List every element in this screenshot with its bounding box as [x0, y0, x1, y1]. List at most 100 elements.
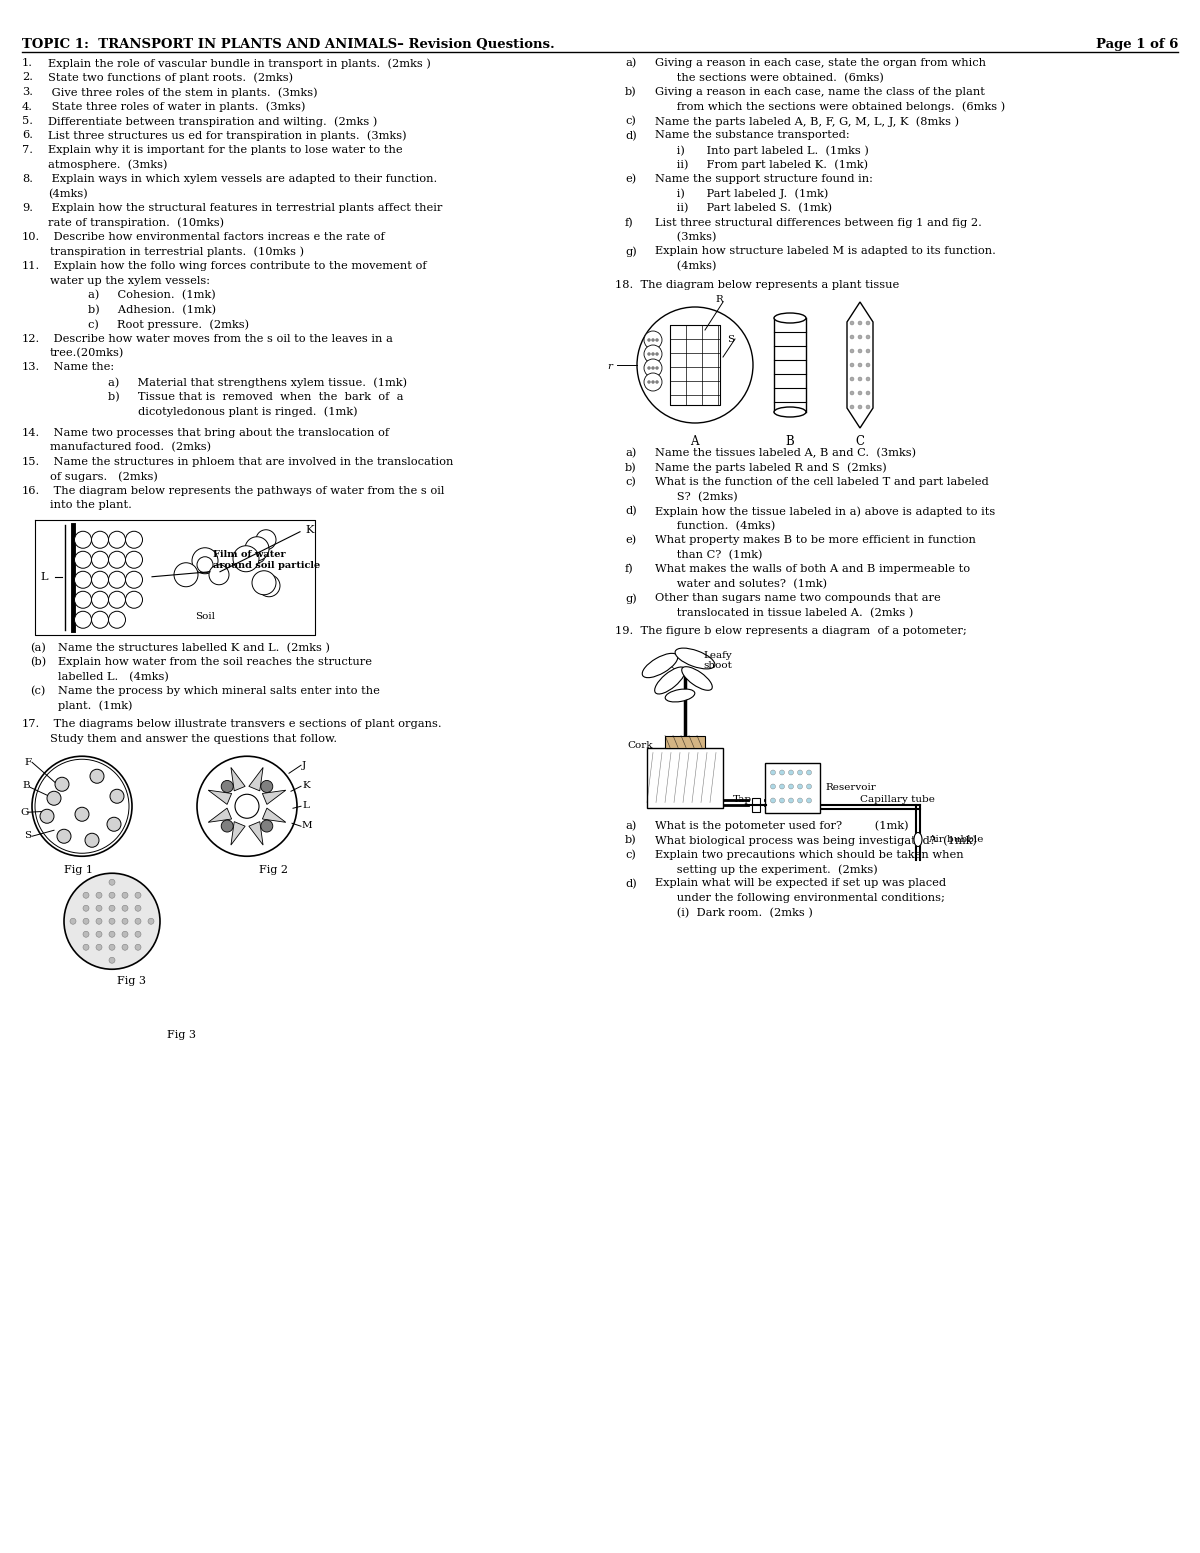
Text: Reservoir: Reservoir — [826, 783, 876, 792]
Text: labelled L.   (4mks): labelled L. (4mks) — [58, 672, 169, 682]
Text: Name two processes that bring about the translocation of: Name two processes that bring about the … — [50, 427, 389, 438]
Circle shape — [134, 918, 142, 924]
Text: The diagram below represents the pathways of water from the s oil: The diagram below represents the pathway… — [50, 486, 444, 495]
Text: K: K — [302, 781, 310, 790]
Circle shape — [74, 808, 89, 822]
Circle shape — [245, 537, 269, 561]
Text: R: R — [715, 295, 722, 304]
Circle shape — [858, 335, 862, 339]
Circle shape — [96, 918, 102, 924]
Text: Name the structures labelled K and L.  (2mks ): Name the structures labelled K and L. (2… — [58, 643, 330, 654]
Text: S?  (2mks): S? (2mks) — [655, 491, 738, 502]
Circle shape — [134, 893, 142, 898]
Text: Explain how structure labeled M is adapted to its function.: Explain how structure labeled M is adapt… — [655, 247, 996, 256]
Circle shape — [91, 592, 108, 609]
Circle shape — [83, 918, 89, 924]
Circle shape — [866, 335, 870, 339]
Circle shape — [107, 817, 121, 831]
Text: TOPIC 1:  TRANSPORT IN PLANTS AND ANIMALS– Revision Questions.: TOPIC 1: TRANSPORT IN PLANTS AND ANIMALS… — [22, 37, 554, 51]
Text: (b): (b) — [30, 657, 47, 668]
Bar — [766, 763, 820, 812]
Polygon shape — [263, 790, 286, 804]
Text: L: L — [40, 572, 48, 582]
Text: S: S — [727, 335, 734, 345]
Circle shape — [655, 339, 659, 342]
Circle shape — [109, 944, 115, 950]
Circle shape — [192, 548, 218, 573]
Circle shape — [648, 353, 650, 356]
Circle shape — [858, 391, 862, 394]
Text: i)      Into part labeled L.  (1mks ): i) Into part labeled L. (1mks ) — [655, 144, 869, 155]
Text: water up the xylem vessels:: water up the xylem vessels: — [50, 275, 210, 286]
Ellipse shape — [774, 314, 806, 323]
Text: What property makes B to be more efficient in function: What property makes B to be more efficie… — [655, 534, 976, 545]
Circle shape — [83, 932, 89, 938]
Circle shape — [770, 798, 775, 803]
Text: rate of transpiration.  (10mks): rate of transpiration. (10mks) — [48, 217, 224, 228]
Text: Name the support structure found in:: Name the support structure found in: — [655, 174, 872, 183]
Circle shape — [108, 572, 126, 589]
Text: List three structural differences between fig 1 and fig 2.: List three structural differences betwee… — [655, 217, 982, 227]
Text: Study them and answer the questions that follow.: Study them and answer the questions that… — [50, 733, 337, 744]
Polygon shape — [248, 767, 263, 790]
Circle shape — [850, 391, 854, 394]
Bar — [665, 736, 706, 747]
Ellipse shape — [655, 666, 685, 694]
Circle shape — [850, 321, 854, 325]
Ellipse shape — [774, 407, 806, 418]
Circle shape — [197, 756, 298, 856]
Text: Name the parts labeled R and S  (2mks): Name the parts labeled R and S (2mks) — [655, 463, 887, 474]
Circle shape — [798, 784, 803, 789]
Circle shape — [110, 789, 124, 803]
Text: A: A — [690, 435, 698, 447]
Text: into the plant.: into the plant. — [50, 500, 132, 511]
Circle shape — [109, 905, 115, 912]
Text: a)     Material that strengthens xylem tissue.  (1mk): a) Material that strengthens xylem tissu… — [108, 377, 407, 388]
Circle shape — [858, 321, 862, 325]
Circle shape — [70, 918, 76, 924]
Text: a): a) — [625, 447, 636, 458]
Text: 16.: 16. — [22, 486, 41, 495]
Text: under the following environmental conditions;: under the following environmental condit… — [655, 893, 944, 902]
Circle shape — [74, 592, 91, 609]
Text: 9.: 9. — [22, 203, 34, 213]
Text: Tap: Tap — [733, 795, 752, 803]
Circle shape — [235, 794, 259, 818]
Polygon shape — [248, 822, 263, 845]
Text: g): g) — [625, 247, 637, 258]
Circle shape — [770, 770, 775, 775]
Circle shape — [108, 531, 126, 548]
Circle shape — [174, 562, 198, 587]
Text: r: r — [607, 362, 612, 371]
Circle shape — [109, 918, 115, 924]
Circle shape — [47, 790, 61, 806]
Text: Fig 1: Fig 1 — [64, 865, 94, 876]
Text: Explain the role of vascular bundle in transport in plants.  (2mks ): Explain the role of vascular bundle in t… — [48, 57, 431, 68]
Text: c)     Root pressure.  (2mks): c) Root pressure. (2mks) — [88, 318, 250, 329]
Circle shape — [58, 829, 71, 843]
Text: J: J — [302, 761, 306, 770]
Text: Name the parts labeled A, B, F, G, M, L, J, K  (8mks ): Name the parts labeled A, B, F, G, M, L,… — [655, 116, 959, 126]
Text: L: L — [302, 801, 308, 811]
Circle shape — [788, 784, 793, 789]
Circle shape — [108, 612, 126, 629]
Text: 1.: 1. — [22, 57, 34, 68]
Text: b)     Adhesion.  (1mk): b) Adhesion. (1mk) — [88, 304, 216, 315]
Text: transpiration in terrestrial plants.  (10mks ): transpiration in terrestrial plants. (10… — [50, 247, 304, 258]
Text: e): e) — [625, 534, 636, 545]
Circle shape — [134, 905, 142, 912]
Circle shape — [90, 769, 104, 783]
Circle shape — [260, 781, 272, 792]
Circle shape — [258, 575, 280, 596]
Text: F: F — [24, 758, 31, 767]
Text: translocated in tissue labeled A.  (2mks ): translocated in tissue labeled A. (2mks … — [655, 607, 913, 618]
Text: Other than sugars name two compounds that are: Other than sugars name two compounds tha… — [655, 593, 941, 603]
Text: dicotyledonous plant is ringed.  (1mk): dicotyledonous plant is ringed. (1mk) — [138, 405, 358, 416]
Circle shape — [32, 756, 132, 856]
Circle shape — [260, 820, 272, 832]
Text: than C?  (1mk): than C? (1mk) — [655, 550, 762, 559]
Circle shape — [85, 834, 98, 848]
Circle shape — [83, 905, 89, 912]
Text: atmosphere.  (3mks): atmosphere. (3mks) — [48, 160, 168, 171]
Text: Differentiate between transpiration and wilting.  (2mks ): Differentiate between transpiration and … — [48, 116, 377, 126]
